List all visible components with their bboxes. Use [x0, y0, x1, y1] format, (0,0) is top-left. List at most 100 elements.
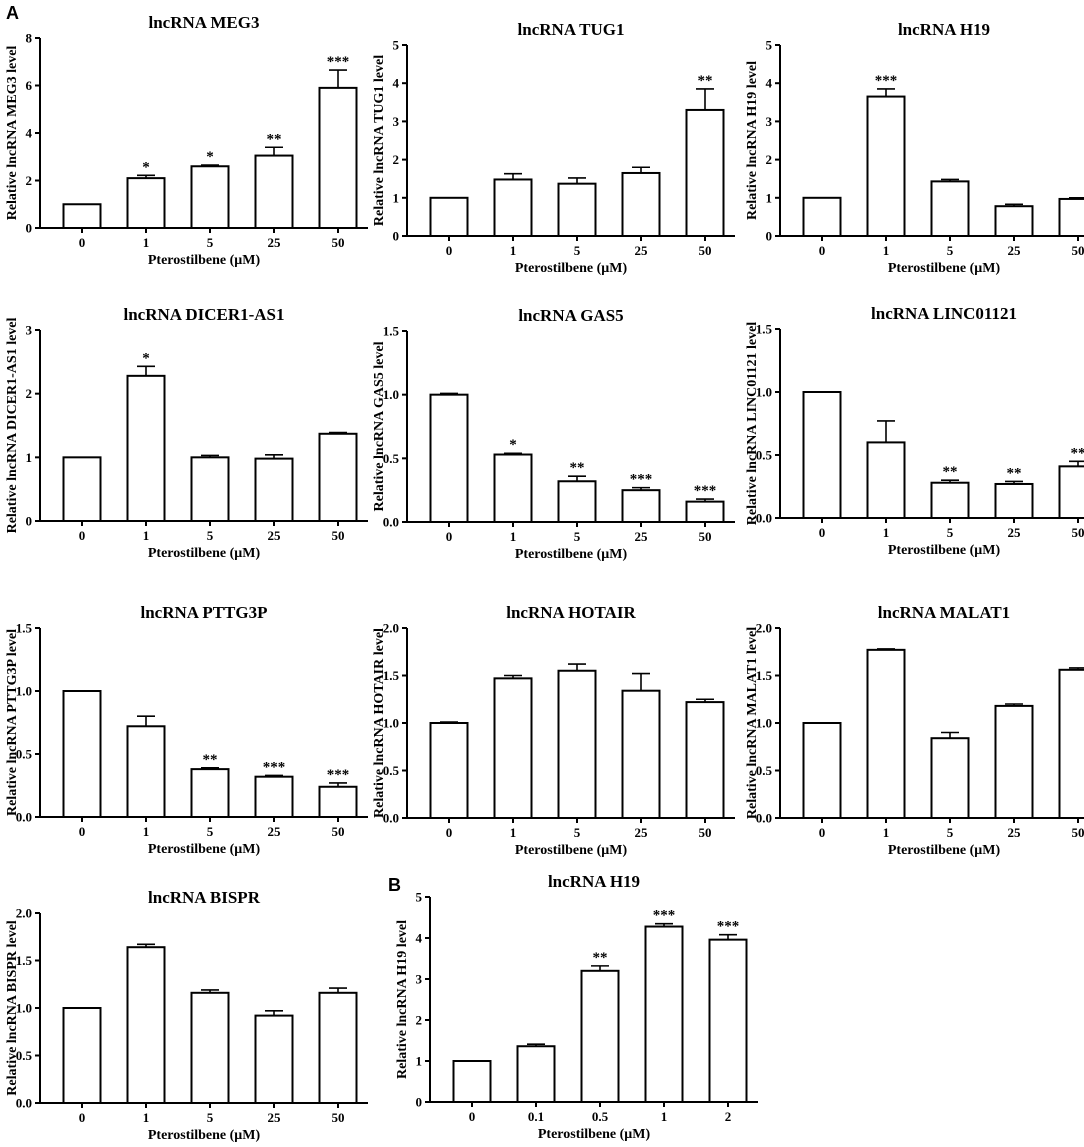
bar-5 — [930, 180, 970, 237]
y-tick-label: 4 — [766, 76, 773, 91]
y-tick-label: 0.0 — [16, 1096, 32, 1111]
x-tick-label: 25 — [268, 235, 282, 250]
bar-1 — [493, 178, 533, 238]
x-tick-label: 5 — [947, 825, 954, 840]
y-tick-label: 0.5 — [16, 1048, 33, 1063]
bar-1 — [126, 725, 166, 819]
bar-0 — [802, 391, 842, 519]
x-tick-label: 50 — [1072, 243, 1084, 258]
x-tick-label: 0 — [819, 525, 826, 540]
x-tick-label: 1 — [510, 243, 517, 258]
chart-title: lncRNA PTTG3P — [140, 603, 267, 622]
significance-5: ** — [943, 464, 958, 480]
significance-50: *** — [694, 483, 717, 499]
bar-25 — [254, 775, 294, 818]
bar-50 — [685, 108, 725, 237]
x-tick-label: 50 — [1072, 825, 1084, 840]
y-tick-label: 2 — [416, 1013, 423, 1028]
x-tick-label: 1 — [143, 1110, 150, 1125]
y-tick-label: 8 — [26, 31, 33, 46]
x-tick-label: 25 — [1008, 525, 1022, 540]
x-tick-label: 0 — [446, 529, 453, 544]
chart-lncrna-linc01121: lncRNA LINC01121 ** ** ** 0.0 0.5 1.0 1.5 0 1 5 25 5… — [745, 304, 1084, 558]
y-tick-label: 1.0 — [756, 385, 772, 400]
y-axis-label: Relative lncRNA H19 level — [395, 920, 410, 1079]
x-tick-label: 1 — [883, 525, 890, 540]
x-axis-label: Pterostilbene (μM) — [515, 843, 628, 858]
y-tick-label: 3 — [416, 972, 423, 987]
chart-title: lncRNA GAS5 — [518, 306, 623, 325]
x-tick-label: 0.1 — [528, 1109, 544, 1124]
bar-25 — [254, 154, 294, 229]
y-tick-label: 1 — [416, 1054, 423, 1069]
significance-5: * — [206, 149, 214, 165]
x-tick-label: 1 — [661, 1109, 668, 1124]
y-axis-label: Relative lncRNA MALAT1 level — [745, 627, 760, 819]
x-tick-label: 25 — [635, 243, 649, 258]
x-tick-label: 50 — [699, 529, 712, 544]
bar-0 — [62, 203, 102, 229]
x-tick-label: 0 — [446, 825, 453, 840]
bar-0 — [802, 722, 842, 819]
y-tick-label: 0 — [766, 229, 773, 244]
y-axis-label: Relative lncRNA HOTAIR level — [372, 628, 387, 818]
x-tick-label: 25 — [635, 825, 649, 840]
y-tick-label: 0 — [26, 514, 33, 529]
chart-title: lncRNA HOTAIR — [506, 603, 636, 622]
y-tick-label: 0 — [26, 221, 33, 236]
x-tick-label: 5 — [207, 235, 214, 250]
bar-50 — [1058, 465, 1084, 519]
y-tick-label: 0.0 — [16, 810, 32, 825]
y-tick-label: 0.5 — [383, 763, 400, 778]
y-tick-label: 0 — [416, 1095, 423, 1110]
chart-title: lncRNA H19 — [898, 20, 990, 39]
x-axis-label: Pterostilbene (μM) — [888, 543, 1001, 558]
y-tick-label: 1.5 — [756, 322, 773, 337]
bar-50 — [1058, 668, 1084, 819]
y-axis-label: Relative lncRNA GAS5 level — [372, 341, 387, 511]
x-tick-label: 5 — [207, 528, 214, 543]
chart-title: lncRNA TUG1 — [518, 20, 625, 39]
bar-5 — [557, 480, 597, 523]
significance-50: *** — [327, 767, 350, 783]
bar-25 — [621, 689, 661, 820]
y-tick-label: 1.5 — [383, 324, 400, 339]
significance-50: ** — [1071, 445, 1084, 461]
y-tick-label: 2 — [26, 386, 33, 401]
y-tick-label: 0.5 — [383, 451, 400, 466]
chart-title: lncRNA LINC01121 — [871, 304, 1017, 323]
y-tick-label: 1.0 — [383, 387, 399, 402]
x-tick-label: 0 — [819, 825, 826, 840]
y-tick-label: 1.0 — [16, 1001, 32, 1016]
x-tick-label: 50 — [699, 825, 712, 840]
x-tick-label: 5 — [207, 1110, 214, 1125]
x-axis-label: Pterostilbene (μM) — [148, 1128, 261, 1143]
x-tick-label: 1 — [510, 529, 517, 544]
y-tick-label: 3 — [766, 114, 773, 129]
chart-lncrna-malat1: lncRNA MALAT1 0.0 0.5 1.0 1.5 2.0 0 1 5 25 50 Ptero… — [745, 603, 1084, 858]
y-axis-label: Relative lncRNA BISPR level — [5, 920, 20, 1095]
x-axis-label: Pterostilbene (μM) — [538, 1127, 651, 1142]
y-tick-label: 5 — [766, 38, 773, 53]
bar-5 — [557, 182, 597, 237]
bar-1 — [644, 925, 684, 1104]
x-axis-label: Pterostilbene (μM) — [888, 261, 1001, 276]
y-tick-label: 2.0 — [756, 621, 772, 636]
bar-0 — [452, 1060, 492, 1103]
y-tick-label: 1.0 — [16, 684, 32, 699]
x-tick-label: 25 — [268, 824, 282, 839]
x-tick-label: 0.5 — [592, 1109, 609, 1124]
x-tick-label: 25 — [1008, 243, 1022, 258]
significance-50: ** — [698, 73, 713, 89]
x-tick-label: 0 — [446, 243, 453, 258]
bar-1 — [866, 648, 906, 819]
significance-0.5: ** — [593, 950, 608, 966]
significance-25: *** — [263, 759, 286, 775]
bar-25 — [254, 457, 294, 522]
x-axis-label: Pterostilbene (μM) — [888, 843, 1001, 858]
y-tick-label: 6 — [26, 78, 33, 93]
x-tick-label: 25 — [1008, 825, 1022, 840]
significance-1: *** — [653, 908, 676, 924]
